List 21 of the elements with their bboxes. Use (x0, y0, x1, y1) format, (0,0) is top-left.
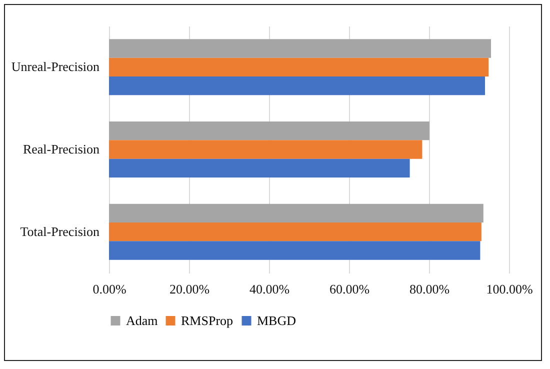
legend-label: MBGD (257, 312, 296, 328)
bar (109, 39, 491, 58)
y-tick-label: Unreal-Precision (11, 59, 100, 74)
y-tick-label: Real-Precision (22, 142, 100, 156)
y-tick-label: Total-Precision (20, 224, 100, 239)
bar (109, 241, 480, 260)
bar (109, 76, 485, 96)
bar (109, 158, 410, 178)
x-tick-label: 80.00% (409, 282, 450, 296)
bar (109, 140, 422, 159)
x-tick-label: 40.00% (249, 282, 290, 296)
bar (109, 222, 482, 242)
x-tick-label: 100.00% (486, 282, 533, 296)
x-tick-label: 0.00% (92, 282, 126, 296)
bar (109, 204, 484, 222)
legend-label: Adam (126, 312, 158, 328)
bar (109, 58, 489, 76)
x-tick-label: 60.00% (329, 282, 370, 296)
bar (109, 122, 430, 140)
x-tick-label: 20.00% (169, 282, 210, 296)
legend-label: RMSProp (181, 312, 234, 328)
